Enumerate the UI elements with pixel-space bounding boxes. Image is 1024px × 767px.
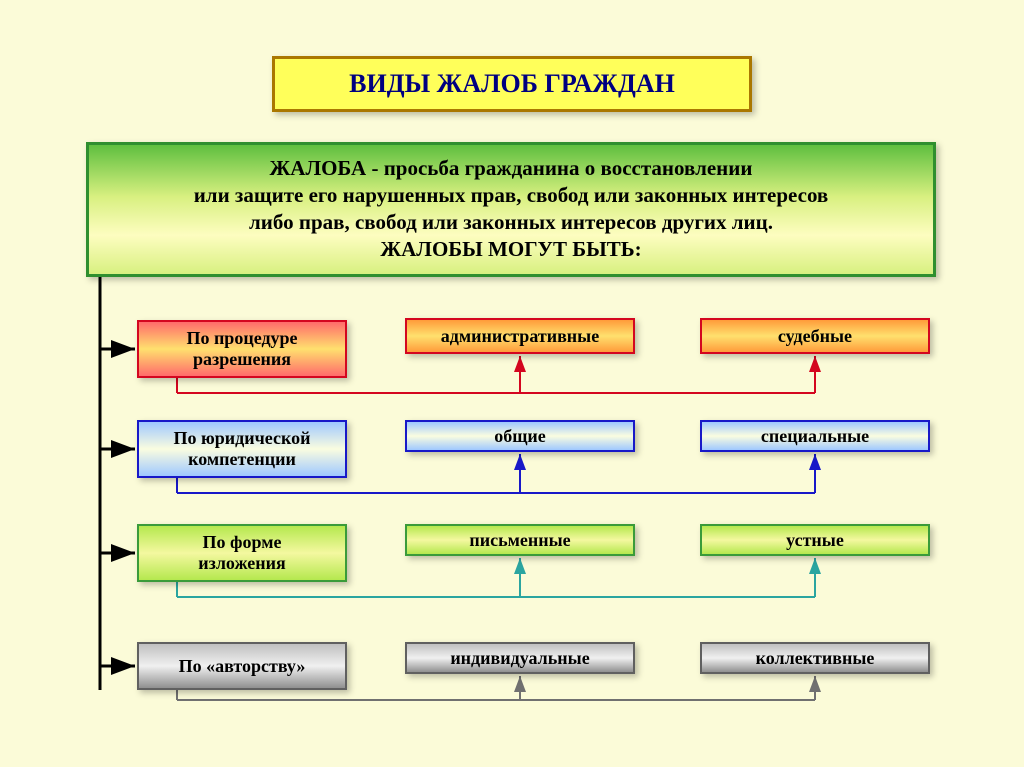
item-box-0-1: судебные bbox=[700, 318, 930, 354]
item-box-1-0: общие bbox=[405, 420, 635, 452]
category-box-1: По юридической компетенции bbox=[137, 420, 347, 478]
item-box-0-0: административные bbox=[405, 318, 635, 354]
definition-box: ЖАЛОБА - просьба гражданина о восстановл… bbox=[86, 142, 936, 277]
item-box-1-1: специальные bbox=[700, 420, 930, 452]
item-box-3-1: коллективные bbox=[700, 642, 930, 674]
item-box-2-1: устные bbox=[700, 524, 930, 556]
diagram-title: ВИДЫ ЖАЛОБ ГРАЖДАН bbox=[272, 56, 752, 112]
item-box-3-0: индивидуальные bbox=[405, 642, 635, 674]
category-box-0: По процедуре разрешения bbox=[137, 320, 347, 378]
category-box-2: По форме изложения bbox=[137, 524, 347, 582]
item-box-2-0: письменные bbox=[405, 524, 635, 556]
category-box-3: По «авторству» bbox=[137, 642, 347, 690]
